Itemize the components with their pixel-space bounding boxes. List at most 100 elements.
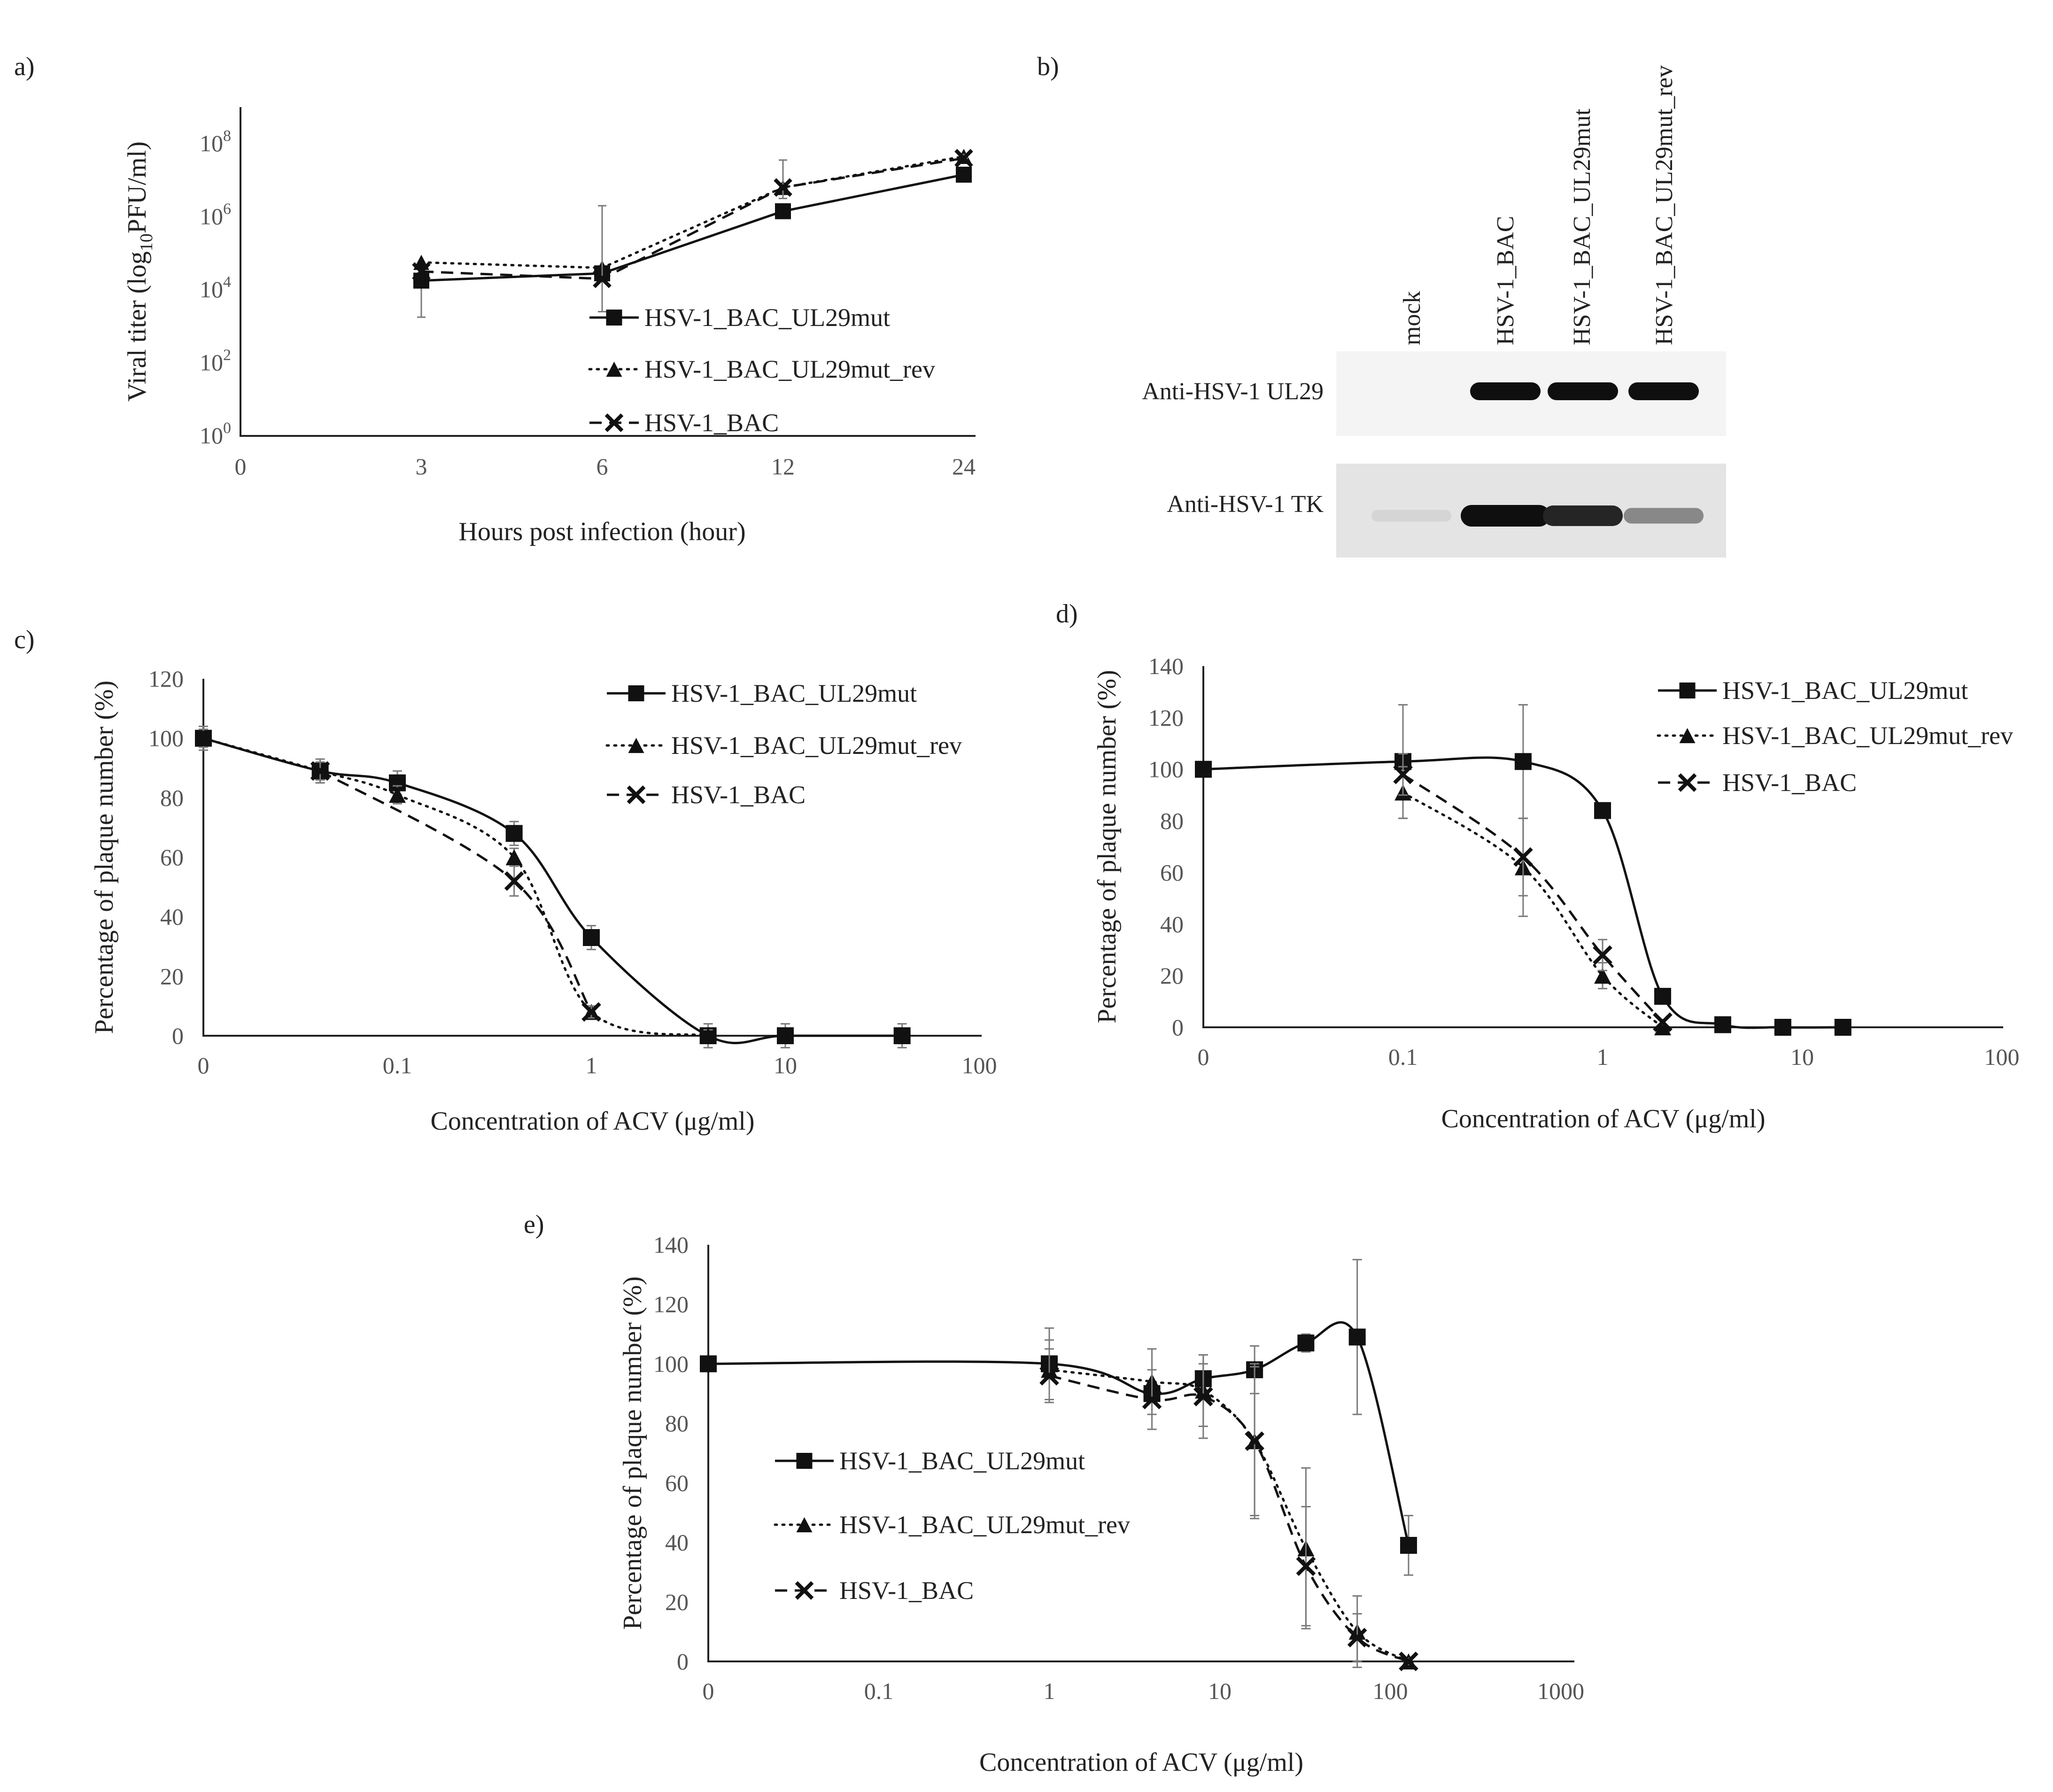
x-tick-label: 0 xyxy=(198,1052,209,1078)
legend-item-1-marker xyxy=(606,361,622,377)
x-tick-label: 10 xyxy=(774,1052,797,1078)
data-point xyxy=(699,1027,717,1044)
y-tick-label: 100 xyxy=(200,419,231,449)
blot-band xyxy=(1543,505,1623,526)
series-line xyxy=(421,157,964,280)
series-curve xyxy=(1402,773,1664,1023)
series-2 xyxy=(1393,753,1673,1032)
y-tick-label: 108 xyxy=(200,127,231,156)
data-point xyxy=(777,1027,794,1044)
axis-frame xyxy=(707,1245,1574,1662)
data-point xyxy=(774,178,792,197)
data-point xyxy=(1513,847,1533,867)
blot-band xyxy=(1461,505,1550,527)
western-blot: mock HSV-1_BAC HSV-1_BAC_UL29mut HSV-1_B… xyxy=(1142,65,1726,558)
y-tick-label: 140 xyxy=(653,1232,689,1258)
series-2 xyxy=(412,149,973,313)
blot-bands xyxy=(1371,382,1704,527)
data-point xyxy=(1774,1019,1791,1036)
series-curve xyxy=(319,770,593,1013)
y-tick-label: 0 xyxy=(172,1023,184,1049)
panel-label-d: d) xyxy=(1056,599,1078,628)
legend-item-2-label: HSV-1_BAC xyxy=(1722,768,1857,797)
data-point xyxy=(1393,764,1413,784)
blot-row-label-ul29: Anti-HSV-1 UL29 xyxy=(1142,378,1324,405)
y-tick-label: 20 xyxy=(160,963,184,989)
y-tick-label: 60 xyxy=(665,1470,689,1496)
data-point xyxy=(505,849,523,866)
blot-band xyxy=(1548,382,1618,400)
data-point xyxy=(1654,988,1671,1005)
x-tick-label: 1 xyxy=(1044,1678,1055,1704)
x-tick-label: 100 xyxy=(962,1052,997,1078)
y-tick-label: 60 xyxy=(1160,859,1184,885)
data-point xyxy=(775,203,791,219)
data-point xyxy=(1654,1019,1671,1036)
y-tick-label: 102 xyxy=(200,346,231,375)
x-tick-label: 0 xyxy=(1198,1044,1209,1070)
data-point xyxy=(1594,968,1611,984)
series-2 xyxy=(310,758,601,1022)
blot-band xyxy=(1470,382,1541,400)
x-tick-label: 100 xyxy=(1984,1044,2020,1070)
y-tick-label: 40 xyxy=(665,1529,689,1556)
y-tick-label: 120 xyxy=(1148,705,1184,731)
legend-item-2-marker xyxy=(627,785,646,804)
y-tick-label: 80 xyxy=(1160,808,1184,834)
blot-band xyxy=(1624,508,1704,524)
x-tick-label: 0.1 xyxy=(1388,1044,1418,1070)
data-point xyxy=(1834,1019,1852,1036)
y-axis-title-post: PFU/ml) xyxy=(123,141,152,233)
x-axis-title: Hours post infection (hour) xyxy=(458,517,745,546)
legend-item-1-label: HSV-1_BAC_UL29mut_rev xyxy=(644,355,935,383)
legend-item-1-marker xyxy=(1679,728,1696,744)
legend-item-1-label: HSV-1_BAC_UL29mut_rev xyxy=(671,731,962,760)
series-1 xyxy=(1041,1339,1417,1670)
legend-item-1-label: HSV-1_BAC_UL29mut_rev xyxy=(839,1511,1130,1539)
blot-band xyxy=(1371,510,1451,522)
y-tick-label: 40 xyxy=(1160,911,1184,937)
legend-item-0-marker xyxy=(628,685,644,701)
series-curve xyxy=(1402,791,1664,1029)
data-point xyxy=(1348,1328,1366,1346)
lane-label-2: HSV-1_BAC_UL29mut xyxy=(1569,109,1596,345)
series-1 xyxy=(413,148,972,276)
legend-item-0-label: HSV-1_BAC_UL29mut xyxy=(644,303,890,332)
y-tick-exponent: 6 xyxy=(223,200,231,217)
y-axis-title-pre: Viral titer (log xyxy=(123,251,152,402)
legend-item-0-label: HSV-1_BAC_UL29mut xyxy=(671,679,917,707)
blot-row-label-tk: Anti-HSV-1 TK xyxy=(1167,491,1324,518)
x-tick-label: 10 xyxy=(1790,1044,1814,1070)
series-2 xyxy=(1039,1348,1418,1671)
error-bar xyxy=(779,159,787,199)
data-point xyxy=(1593,945,1612,965)
y-tick-label: 20 xyxy=(665,1589,689,1615)
error-bar xyxy=(598,205,606,313)
data-point xyxy=(1193,1387,1213,1406)
legend-item-2-marker xyxy=(1678,773,1697,792)
lane-label-1: HSV-1_BAC xyxy=(1492,216,1519,346)
data-point xyxy=(505,825,523,842)
y-axis-title: Percentage of plaque number (%) xyxy=(1092,670,1122,1024)
legend-item-0-marker xyxy=(606,310,622,326)
y-tick-exponent: 8 xyxy=(223,127,231,145)
chart-c-plaque-reduction: 0 0.1 1 10 100 0 20 40 60 80 100 120 Concentration o… xyxy=(90,666,997,1136)
data-point xyxy=(1296,1556,1316,1576)
lane-label-0: mock xyxy=(1399,291,1425,345)
y-axis-title: Percentage of plaque number (%) xyxy=(618,1276,647,1630)
legend-item-1-label: HSV-1_BAC_UL29mut_rev xyxy=(1722,721,2013,750)
series-1 xyxy=(195,729,717,1044)
legend-item-0-marker xyxy=(796,1453,813,1469)
data-point xyxy=(195,730,212,746)
x-tick-label: 0 xyxy=(703,1678,714,1704)
x-tick-label: 12 xyxy=(771,453,795,480)
x-axis-title: Concentration of ACV (μg/ml) xyxy=(1441,1104,1765,1133)
series-line xyxy=(420,155,965,269)
series-0 xyxy=(413,166,972,318)
data-point xyxy=(954,149,973,168)
y-tick-label: 100 xyxy=(653,1350,689,1377)
data-point xyxy=(1594,802,1611,819)
x-tick-label: 0 xyxy=(235,453,247,480)
y-tick-exponent: 2 xyxy=(223,346,231,364)
legend-item-2-marker xyxy=(795,1581,814,1600)
